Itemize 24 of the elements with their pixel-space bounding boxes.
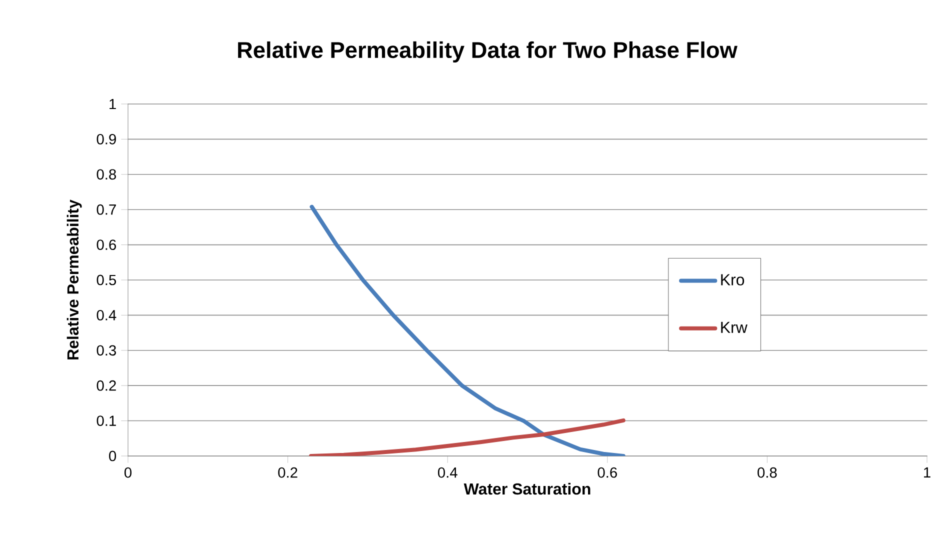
y-tick-label: 0.7 — [96, 204, 116, 215]
y-tick-label: 0.8 — [96, 169, 116, 180]
y-tick-label: 0.9 — [96, 134, 116, 144]
chart-title: Relative Permeability Data for Two Phase Flow — [238, 41, 738, 63]
x-tick-label: 0.8 — [758, 467, 777, 478]
y-tick-label: 1 — [110, 98, 116, 110]
x-axis-title: Water Saturation — [464, 482, 590, 495]
x-tick-label: 0.2 — [278, 467, 298, 478]
y-tick-label: 0.2 — [96, 380, 116, 391]
y-tick-label: 0.6 — [96, 240, 116, 250]
x-tick-label: 0.4 — [438, 467, 458, 478]
y-tick-label: 0.4 — [96, 310, 116, 320]
x-tick-label: 0.6 — [598, 467, 617, 478]
legend-label: Krw — [721, 322, 748, 333]
y-tick-label: 0 — [109, 450, 116, 462]
x-tick-label: 0 — [124, 467, 132, 478]
y-tick-label: 0.3 — [96, 345, 116, 356]
y-tick-label: 0.5 — [96, 274, 116, 286]
x-tick-label: 1 — [924, 467, 930, 478]
line-series — [310, 204, 626, 456]
y-tick-label: 0.1 — [96, 416, 116, 426]
y-axis-title: Relative Permeability — [66, 200, 82, 360]
line-series — [308, 418, 626, 456]
legend-label: Kro — [721, 274, 744, 286]
